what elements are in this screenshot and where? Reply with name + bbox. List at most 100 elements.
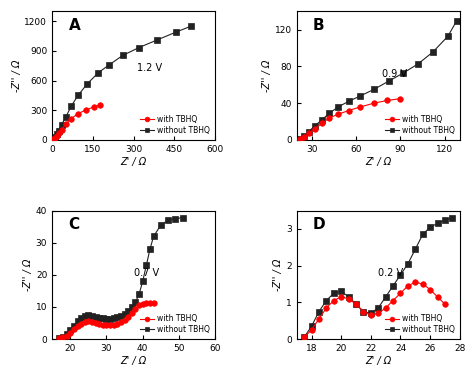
without TBHQ bbox=[50, 138, 55, 142]
without TBHQ bbox=[442, 218, 448, 222]
without TBHQ bbox=[136, 45, 142, 50]
Text: 0.2 V: 0.2 V bbox=[378, 269, 403, 279]
with TBHQ bbox=[100, 322, 106, 327]
with TBHQ bbox=[427, 287, 433, 292]
without TBHQ bbox=[445, 34, 451, 38]
without TBHQ bbox=[309, 324, 314, 328]
without TBHQ bbox=[67, 328, 73, 332]
without TBHQ bbox=[336, 105, 341, 109]
without TBHQ bbox=[82, 314, 88, 318]
without TBHQ bbox=[327, 111, 332, 115]
without TBHQ bbox=[151, 234, 156, 239]
Text: 0.7 V: 0.7 V bbox=[134, 269, 159, 279]
without TBHQ bbox=[68, 104, 74, 109]
without TBHQ bbox=[59, 122, 64, 127]
with TBHQ bbox=[75, 112, 81, 116]
with TBHQ bbox=[96, 322, 102, 326]
with TBHQ bbox=[115, 322, 120, 326]
without TBHQ bbox=[115, 315, 120, 320]
Line: with TBHQ: with TBHQ bbox=[56, 300, 156, 341]
without TBHQ bbox=[64, 332, 70, 336]
with TBHQ bbox=[301, 135, 307, 139]
with TBHQ bbox=[60, 335, 66, 340]
without TBHQ bbox=[454, 18, 460, 23]
with TBHQ bbox=[309, 328, 314, 332]
without TBHQ bbox=[188, 24, 193, 29]
with TBHQ bbox=[78, 322, 84, 326]
with TBHQ bbox=[93, 321, 99, 325]
without TBHQ bbox=[56, 128, 62, 133]
without TBHQ bbox=[420, 232, 426, 237]
without TBHQ bbox=[173, 30, 179, 34]
with TBHQ bbox=[312, 126, 318, 131]
with TBHQ bbox=[346, 296, 351, 301]
without TBHQ bbox=[430, 50, 436, 54]
Text: 1.2 V: 1.2 V bbox=[137, 63, 162, 73]
without TBHQ bbox=[85, 81, 91, 86]
without TBHQ bbox=[52, 136, 57, 141]
with TBHQ bbox=[89, 320, 95, 324]
Line: without TBHQ: without TBHQ bbox=[301, 215, 455, 340]
with TBHQ bbox=[91, 104, 97, 109]
without TBHQ bbox=[449, 216, 455, 220]
without TBHQ bbox=[316, 309, 322, 314]
with TBHQ bbox=[104, 323, 109, 327]
with TBHQ bbox=[51, 137, 56, 142]
without TBHQ bbox=[104, 316, 109, 321]
without TBHQ bbox=[301, 134, 307, 139]
with TBHQ bbox=[353, 302, 359, 306]
without TBHQ bbox=[301, 335, 307, 339]
without TBHQ bbox=[427, 225, 433, 229]
with TBHQ bbox=[398, 96, 403, 101]
with TBHQ bbox=[301, 335, 307, 339]
with TBHQ bbox=[384, 98, 390, 103]
with TBHQ bbox=[122, 318, 128, 323]
Legend: with TBHQ, without TBHQ: with TBHQ, without TBHQ bbox=[383, 313, 456, 335]
without TBHQ bbox=[118, 314, 124, 318]
X-axis label: Z' / Ω: Z' / Ω bbox=[120, 356, 147, 366]
without TBHQ bbox=[147, 247, 153, 251]
with TBHQ bbox=[50, 138, 55, 142]
without TBHQ bbox=[53, 134, 58, 139]
with TBHQ bbox=[136, 303, 142, 307]
without TBHQ bbox=[398, 272, 403, 277]
with TBHQ bbox=[361, 309, 366, 314]
with TBHQ bbox=[420, 282, 426, 286]
with TBHQ bbox=[327, 115, 332, 120]
without TBHQ bbox=[140, 279, 146, 283]
with TBHQ bbox=[306, 131, 311, 136]
without TBHQ bbox=[312, 124, 318, 128]
without TBHQ bbox=[390, 283, 396, 288]
with TBHQ bbox=[383, 306, 389, 310]
with TBHQ bbox=[53, 136, 58, 140]
Line: without TBHQ: without TBHQ bbox=[297, 18, 460, 142]
without TBHQ bbox=[144, 263, 149, 267]
without TBHQ bbox=[371, 87, 377, 92]
without TBHQ bbox=[106, 62, 112, 67]
with TBHQ bbox=[59, 127, 64, 132]
without TBHQ bbox=[107, 316, 113, 321]
with TBHQ bbox=[398, 291, 403, 296]
with TBHQ bbox=[442, 302, 448, 306]
without TBHQ bbox=[75, 319, 81, 324]
without TBHQ bbox=[85, 313, 91, 317]
with TBHQ bbox=[144, 301, 149, 306]
without TBHQ bbox=[93, 314, 99, 319]
with TBHQ bbox=[147, 301, 153, 305]
with TBHQ bbox=[319, 121, 325, 126]
without TBHQ bbox=[165, 218, 171, 223]
without TBHQ bbox=[75, 93, 81, 98]
Line: with TBHQ: with TBHQ bbox=[297, 96, 403, 142]
Y-axis label: -Z'' / Ω: -Z'' / Ω bbox=[23, 259, 33, 291]
without TBHQ bbox=[383, 295, 389, 299]
without TBHQ bbox=[353, 302, 359, 306]
without TBHQ bbox=[368, 311, 374, 316]
with TBHQ bbox=[338, 295, 344, 299]
without TBHQ bbox=[133, 300, 138, 304]
Legend: with TBHQ, without TBHQ: with TBHQ, without TBHQ bbox=[138, 313, 211, 335]
Text: C: C bbox=[68, 217, 80, 232]
without TBHQ bbox=[405, 261, 411, 266]
with TBHQ bbox=[357, 105, 363, 109]
with TBHQ bbox=[68, 116, 74, 121]
without TBHQ bbox=[435, 221, 440, 226]
